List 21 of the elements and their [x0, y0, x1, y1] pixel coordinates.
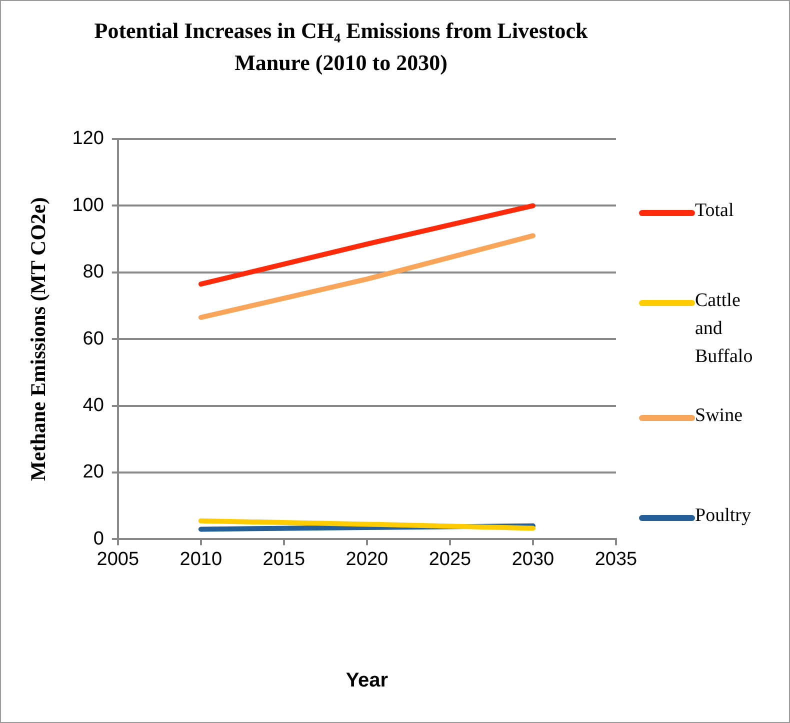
x-tick-label: 2015 [262, 548, 306, 570]
x-axis-title: Year [346, 670, 388, 692]
y-tick-label: 0 [93, 528, 104, 550]
legend-label: Cattle and Buffalo [695, 289, 754, 369]
legend-label: Total [695, 199, 735, 223]
y-tick-label: 60 [82, 328, 104, 350]
x-tick-label: 2020 [346, 548, 388, 570]
y-tick-label: 100 [72, 194, 104, 216]
x-tick-label: 2010 [180, 548, 222, 570]
y-tick-label: 20 [82, 462, 104, 483]
y-tick-label: 80 [82, 262, 104, 283]
y-tick-label: 40 [82, 395, 104, 416]
x-tick-label: 2030 [512, 548, 554, 570]
legend-label: Poultry [695, 504, 752, 528]
y-axis-title: Methane Emissions (MT CO2e) [26, 197, 50, 481]
chart-title: Potential Increases in CH₄ Emissions from Livestock Manure (2010 to 2030) [93, 17, 589, 77]
x-tick-label: 2035 [594, 548, 638, 570]
legend-label: Swine [695, 404, 744, 428]
x-tick-label: 2005 [96, 548, 140, 570]
y-tick-label: 120 [72, 128, 104, 150]
x-tick-label: 2025 [428, 548, 472, 570]
